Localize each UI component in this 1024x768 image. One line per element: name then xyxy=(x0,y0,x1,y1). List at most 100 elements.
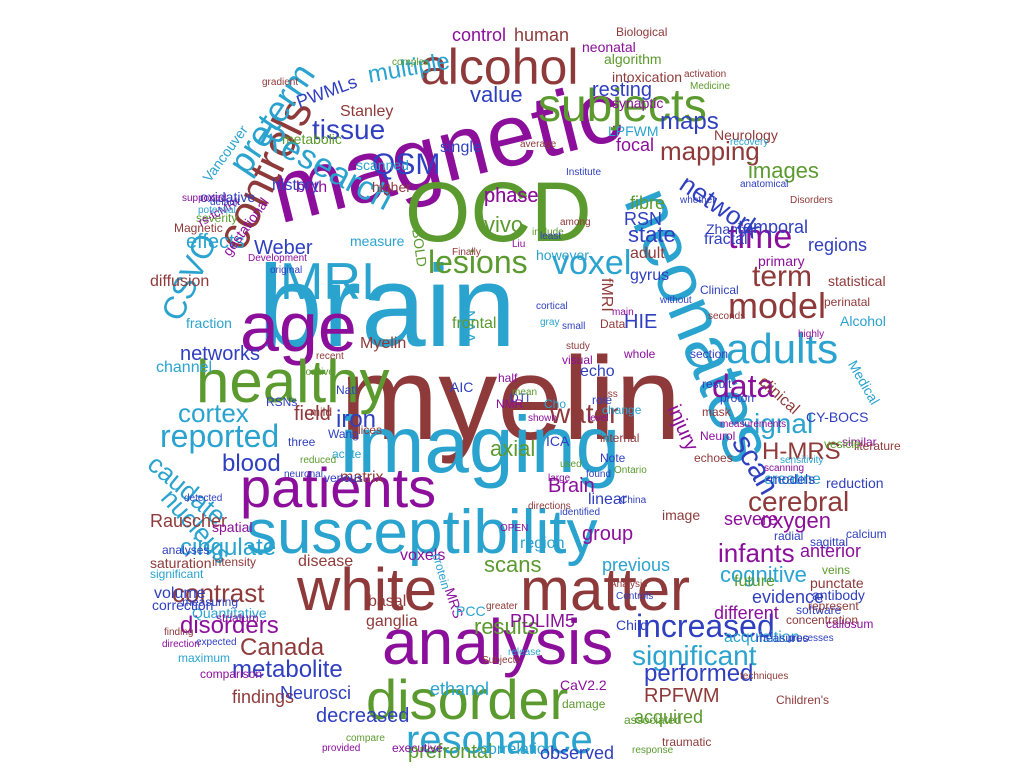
word-compare: compare xyxy=(346,733,385,744)
word-echo: echo xyxy=(580,363,615,380)
word-frontal: frontal xyxy=(452,315,497,332)
word-contrast: contrast xyxy=(172,578,265,608)
word-field: field xyxy=(294,403,331,425)
word-cognitive: cognitive xyxy=(720,562,807,587)
word-disease: disease xyxy=(298,553,354,570)
word-focal: focal xyxy=(616,135,655,155)
word-axial: axial xyxy=(490,436,536,461)
word-radial: radial xyxy=(774,529,804,543)
word-increased: increased xyxy=(636,608,775,644)
word-processes: processes xyxy=(788,633,834,644)
word-acute: acute xyxy=(332,447,362,461)
word-child: Child xyxy=(616,617,648,633)
word-neurol: Neurol xyxy=(700,429,736,443)
word-found: found xyxy=(586,469,612,480)
word-human: human xyxy=(514,25,570,45)
word-ganglia: ganglia xyxy=(366,613,418,630)
word-brain: Brain xyxy=(548,475,595,497)
word-temporal: temporal xyxy=(738,217,809,237)
word-creatine: creatine xyxy=(764,471,821,488)
word-callosum: callosum xyxy=(826,617,874,631)
word-alcohol: Alcohol xyxy=(840,313,886,329)
word-age: age xyxy=(240,288,357,366)
word-zhang: Zhang xyxy=(706,221,746,237)
word-among: among xyxy=(560,217,591,228)
word-expected: expected xyxy=(196,637,237,648)
word-complex: complex xyxy=(392,57,430,68)
word-significant: significant xyxy=(632,640,757,671)
word-perinatal: perinatal xyxy=(824,295,871,309)
word-anterior: anterior xyxy=(800,541,862,561)
word-note: Note xyxy=(600,451,626,465)
word-myelin: Myelin xyxy=(360,335,407,352)
word-three: three xyxy=(288,435,316,449)
word-greater: greater xyxy=(486,601,518,612)
word-future: future xyxy=(734,573,775,590)
word-internal: internal xyxy=(600,431,640,445)
word-change: change xyxy=(602,403,642,417)
word-nmr: NMR xyxy=(496,397,524,411)
word-data: Data xyxy=(600,317,626,331)
word-statistical: statistical xyxy=(828,273,886,289)
word-fractal: fractal xyxy=(704,231,748,248)
word-metabolite: metabolite xyxy=(232,656,343,683)
word-section: section xyxy=(690,347,729,361)
word-reduced: reduced xyxy=(300,455,337,466)
word-scanning: scanning xyxy=(764,463,805,474)
word-proton: proton xyxy=(720,391,755,405)
word-mean: mean xyxy=(512,387,538,398)
word-subjects: Subjects xyxy=(482,655,521,666)
word-measures: measures xyxy=(756,631,809,645)
word-pcc: PCC xyxy=(456,603,486,619)
word-alcohol: alcohol xyxy=(420,39,579,95)
word-reported: reported xyxy=(160,418,280,454)
word-intoxication: intoxication xyxy=(612,69,683,85)
word-supported: supported xyxy=(182,193,227,204)
word-traumatic: traumatic xyxy=(662,735,712,749)
word-original: original xyxy=(270,265,303,276)
word-rauscher: Rauscher xyxy=(150,511,228,531)
word-role: role xyxy=(592,393,613,407)
word-dti: DTI xyxy=(510,391,530,405)
word-however: however xyxy=(536,247,589,263)
word-networks: networks xyxy=(180,343,261,365)
word-measure: measure xyxy=(350,233,405,249)
word-synaptic: synaptic xyxy=(612,95,664,111)
word-cerebral: cerebral xyxy=(748,486,850,517)
word-fraction: fraction xyxy=(186,315,232,331)
word-linear: linear xyxy=(588,491,628,508)
word-venous: venous xyxy=(324,471,363,485)
word-reduction: reduction xyxy=(826,475,884,491)
word-correlation: correlation xyxy=(480,741,555,758)
word-model: model xyxy=(728,285,827,326)
word-small: small xyxy=(562,321,586,332)
word-slices: slices xyxy=(352,423,383,437)
word-pdlim5: PDLIM5 xyxy=(510,611,576,631)
word-term: term xyxy=(752,260,812,293)
word-clinical: Clinical xyxy=(700,283,739,297)
word-highly: highly xyxy=(798,329,825,340)
word-cy-bocs: CY-BOCS xyxy=(806,409,869,425)
word-average: average xyxy=(520,139,557,150)
word-sensitivity: sensitivity xyxy=(780,455,824,466)
word-punctate: punctate xyxy=(810,575,864,591)
word-detected: detected xyxy=(184,493,223,504)
word-higher: higher xyxy=(372,179,411,195)
word-significant: significant xyxy=(150,567,204,581)
word-large: large xyxy=(548,473,571,484)
word-disorders: Disorders xyxy=(790,195,833,206)
word-software: software xyxy=(796,603,842,617)
word-cho: Cho xyxy=(544,397,567,411)
word-single: single xyxy=(440,139,482,156)
word-striatum: striatum xyxy=(216,611,259,625)
word-patients: patients xyxy=(240,456,437,519)
word-performed: performed xyxy=(644,660,754,687)
word-mri: MRI xyxy=(280,253,376,311)
word-neurosci: Neurosci xyxy=(280,683,352,703)
word-whole: whole xyxy=(624,347,656,361)
word-metabolic: metabolic xyxy=(282,131,342,147)
word-magnetic: Magnetic xyxy=(174,221,223,235)
word-history: history xyxy=(272,177,320,194)
word-least: least xyxy=(540,231,562,242)
word-analyses: analyses xyxy=(162,543,210,557)
